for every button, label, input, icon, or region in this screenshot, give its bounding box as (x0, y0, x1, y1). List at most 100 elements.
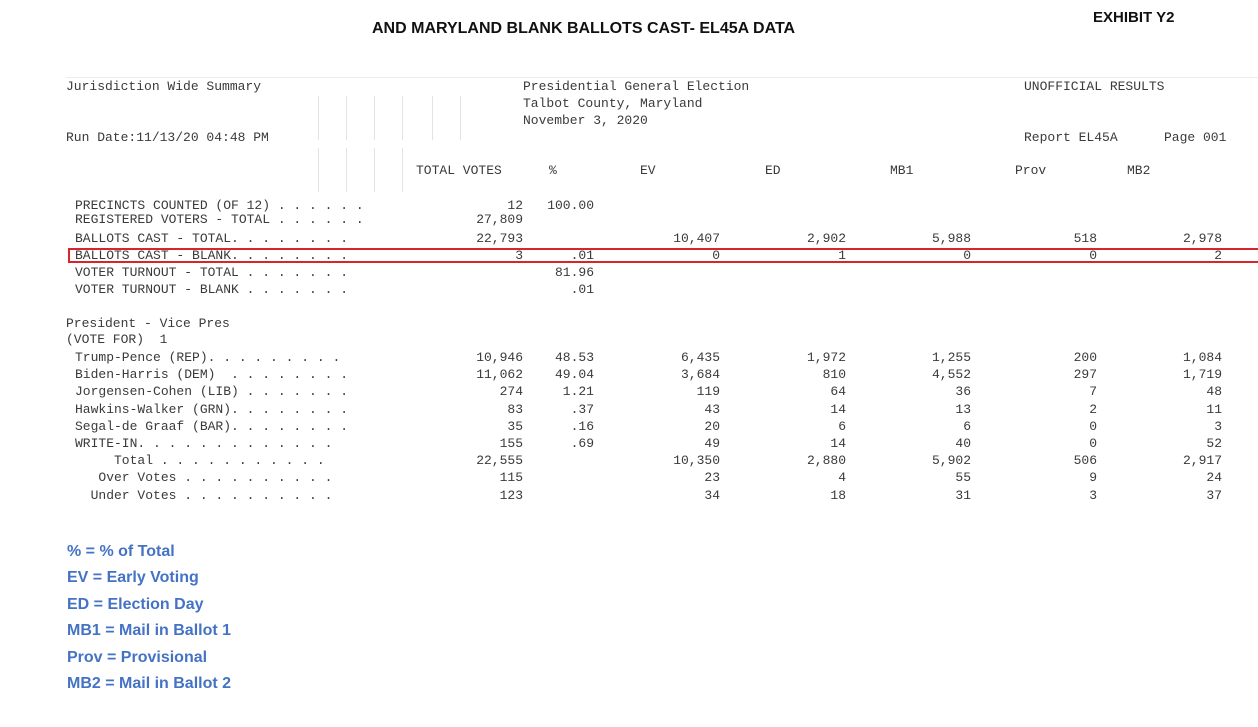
column-header-pct: % (549, 163, 557, 178)
column-header-ed: ED (765, 163, 781, 178)
cell-prov: 506 (1073, 453, 1097, 469)
cell-pct: .01 (570, 248, 594, 263)
row-label: BALLOTS CAST - BLANK. . . . . . . . (75, 248, 349, 263)
cell-ev: 23 (704, 470, 720, 486)
row-label: Trump-Pence (REP). . . . . . . . . (75, 350, 341, 365)
cell-pct: 1.21 (562, 384, 594, 400)
grid-line (318, 96, 319, 140)
cell-total: 123 (499, 487, 523, 503)
cell-total: 22,555 (476, 453, 523, 469)
cell-mb2: 2,978 (1182, 231, 1222, 246)
row-label: Total . . . . . . . . . . . (75, 453, 325, 469)
cell-ed: 1,972 (806, 350, 846, 365)
legend-item: Prov = Provisional (67, 649, 208, 666)
grid-line (374, 148, 375, 192)
blank-ballots-highlight (68, 248, 1258, 263)
legend-item: % = % of Total (67, 543, 175, 560)
results-status: UNOFFICIAL RESULTS (1024, 79, 1165, 94)
cell-mb1: 31 (955, 487, 971, 503)
row-label: Hawkins-Walker (GRN). . . . . . . . (75, 401, 349, 417)
cell-mb1: 5,988 (931, 231, 971, 246)
column-header-mb2: MB2 (1127, 163, 1151, 178)
cell-mb2: 37 (1206, 487, 1222, 503)
grid-line (460, 96, 461, 140)
cell-mb2: 1,084 (1182, 350, 1222, 365)
cell-total: 3 (515, 248, 523, 263)
cell-mb2: 1,719 (1182, 367, 1222, 383)
cell-ed: 2,880 (806, 453, 846, 469)
row-label: Biden-Harris (DEM) . . . . . . . . (75, 367, 349, 383)
cell-ev: 10,407 (673, 231, 720, 246)
cell-total: 12 (507, 198, 523, 213)
run-date: Run Date:11/13/20 04:48 PM (66, 130, 269, 145)
cell-total: 22,793 (476, 231, 523, 246)
cell-pct: .16 (570, 418, 594, 434)
row-label: Jorgensen-Cohen (LIB) . . . . . . . (75, 384, 349, 400)
cell-total: 35 (507, 418, 523, 434)
legend-item: ED = Election Day (67, 596, 204, 613)
cell-total: 83 (507, 401, 523, 417)
grid-line (318, 148, 319, 192)
page-title: AND MARYLAND BLANK BALLOTS CAST- EL45A D… (372, 20, 796, 37)
header-rule (66, 77, 1258, 78)
cell-mb2: 11 (1206, 401, 1222, 417)
cell-mb2: 48 (1206, 384, 1222, 400)
cell-mb2: 24 (1206, 470, 1222, 486)
election-line-1: Presidential General Election (523, 79, 750, 94)
cell-ev: 3,684 (680, 367, 720, 383)
summary-label: Jurisdiction Wide Summary (66, 79, 262, 94)
row-label: BALLOTS CAST - TOTAL. . . . . . . . (75, 231, 349, 246)
cell-total: 155 (499, 436, 523, 451)
row-label: VOTER TURNOUT - BLANK . . . . . . . (75, 282, 349, 297)
grid-line (374, 96, 375, 140)
cell-pct: 49.04 (554, 367, 594, 383)
cell-mb1: 0 (963, 248, 971, 263)
cell-prov: 2 (1089, 401, 1097, 417)
cell-ed: 1 (838, 248, 846, 263)
cell-mb1: 40 (955, 436, 971, 451)
cell-ed: 18 (830, 487, 846, 503)
cell-pct: .01 (570, 282, 594, 297)
cell-mb1: 6 (963, 418, 971, 434)
cell-ed: 14 (830, 436, 846, 451)
grid-line (346, 148, 347, 192)
row-label: REGISTERED VOTERS - TOTAL . . . . . . (75, 212, 364, 227)
contest-vote-for: (VOTE FOR) 1 (66, 332, 168, 347)
cell-prov: 200 (1073, 350, 1097, 365)
legend-item: MB1 = Mail in Ballot 1 (67, 622, 232, 639)
cell-ev: 43 (704, 401, 720, 417)
cell-ev: 34 (704, 487, 720, 503)
cell-mb1: 55 (955, 470, 971, 486)
cell-prov: 9 (1089, 470, 1097, 486)
grid-line (432, 96, 433, 140)
row-label: Over Votes . . . . . . . . . . (75, 470, 333, 486)
cell-ed: 6 (838, 418, 846, 434)
election-line-2: Talbot County, Maryland (523, 96, 703, 111)
exhibit-label: EXHIBIT Y2 (1093, 9, 1175, 26)
cell-pct: 48.53 (554, 350, 594, 365)
cell-mb1: 5,902 (931, 453, 971, 469)
contest-name: President - Vice Pres (66, 316, 230, 331)
cell-prov: 3 (1089, 487, 1097, 503)
row-label: PRECINCTS COUNTED (OF 12) . . . . . . (75, 198, 364, 213)
legend-item: MB2 = Mail in Ballot 2 (67, 675, 232, 692)
cell-ev: 6,435 (680, 350, 720, 365)
cell-mb2: 2,917 (1182, 453, 1222, 469)
cell-mb1: 1,255 (931, 350, 971, 365)
cell-pct: .37 (570, 401, 594, 417)
row-label: Under Votes . . . . . . . . . . (75, 487, 333, 503)
cell-mb2: 52 (1206, 436, 1222, 451)
cell-prov: 7 (1089, 384, 1097, 400)
cell-mb1: 4,552 (931, 367, 971, 383)
cell-total: 11,062 (476, 367, 523, 383)
row-label: VOTER TURNOUT - TOTAL . . . . . . . (75, 265, 349, 280)
cell-ed: 4 (838, 470, 846, 486)
cell-pct: 100.00 (547, 198, 594, 213)
cell-ed: 2,902 (806, 231, 846, 246)
cell-ev: 10,350 (673, 453, 720, 469)
cell-total: 27,809 (476, 212, 523, 227)
cell-mb2: 2 (1214, 248, 1222, 263)
cell-mb2: 3 (1214, 418, 1222, 434)
cell-total: 10,946 (476, 350, 523, 365)
grid-line (402, 96, 403, 140)
